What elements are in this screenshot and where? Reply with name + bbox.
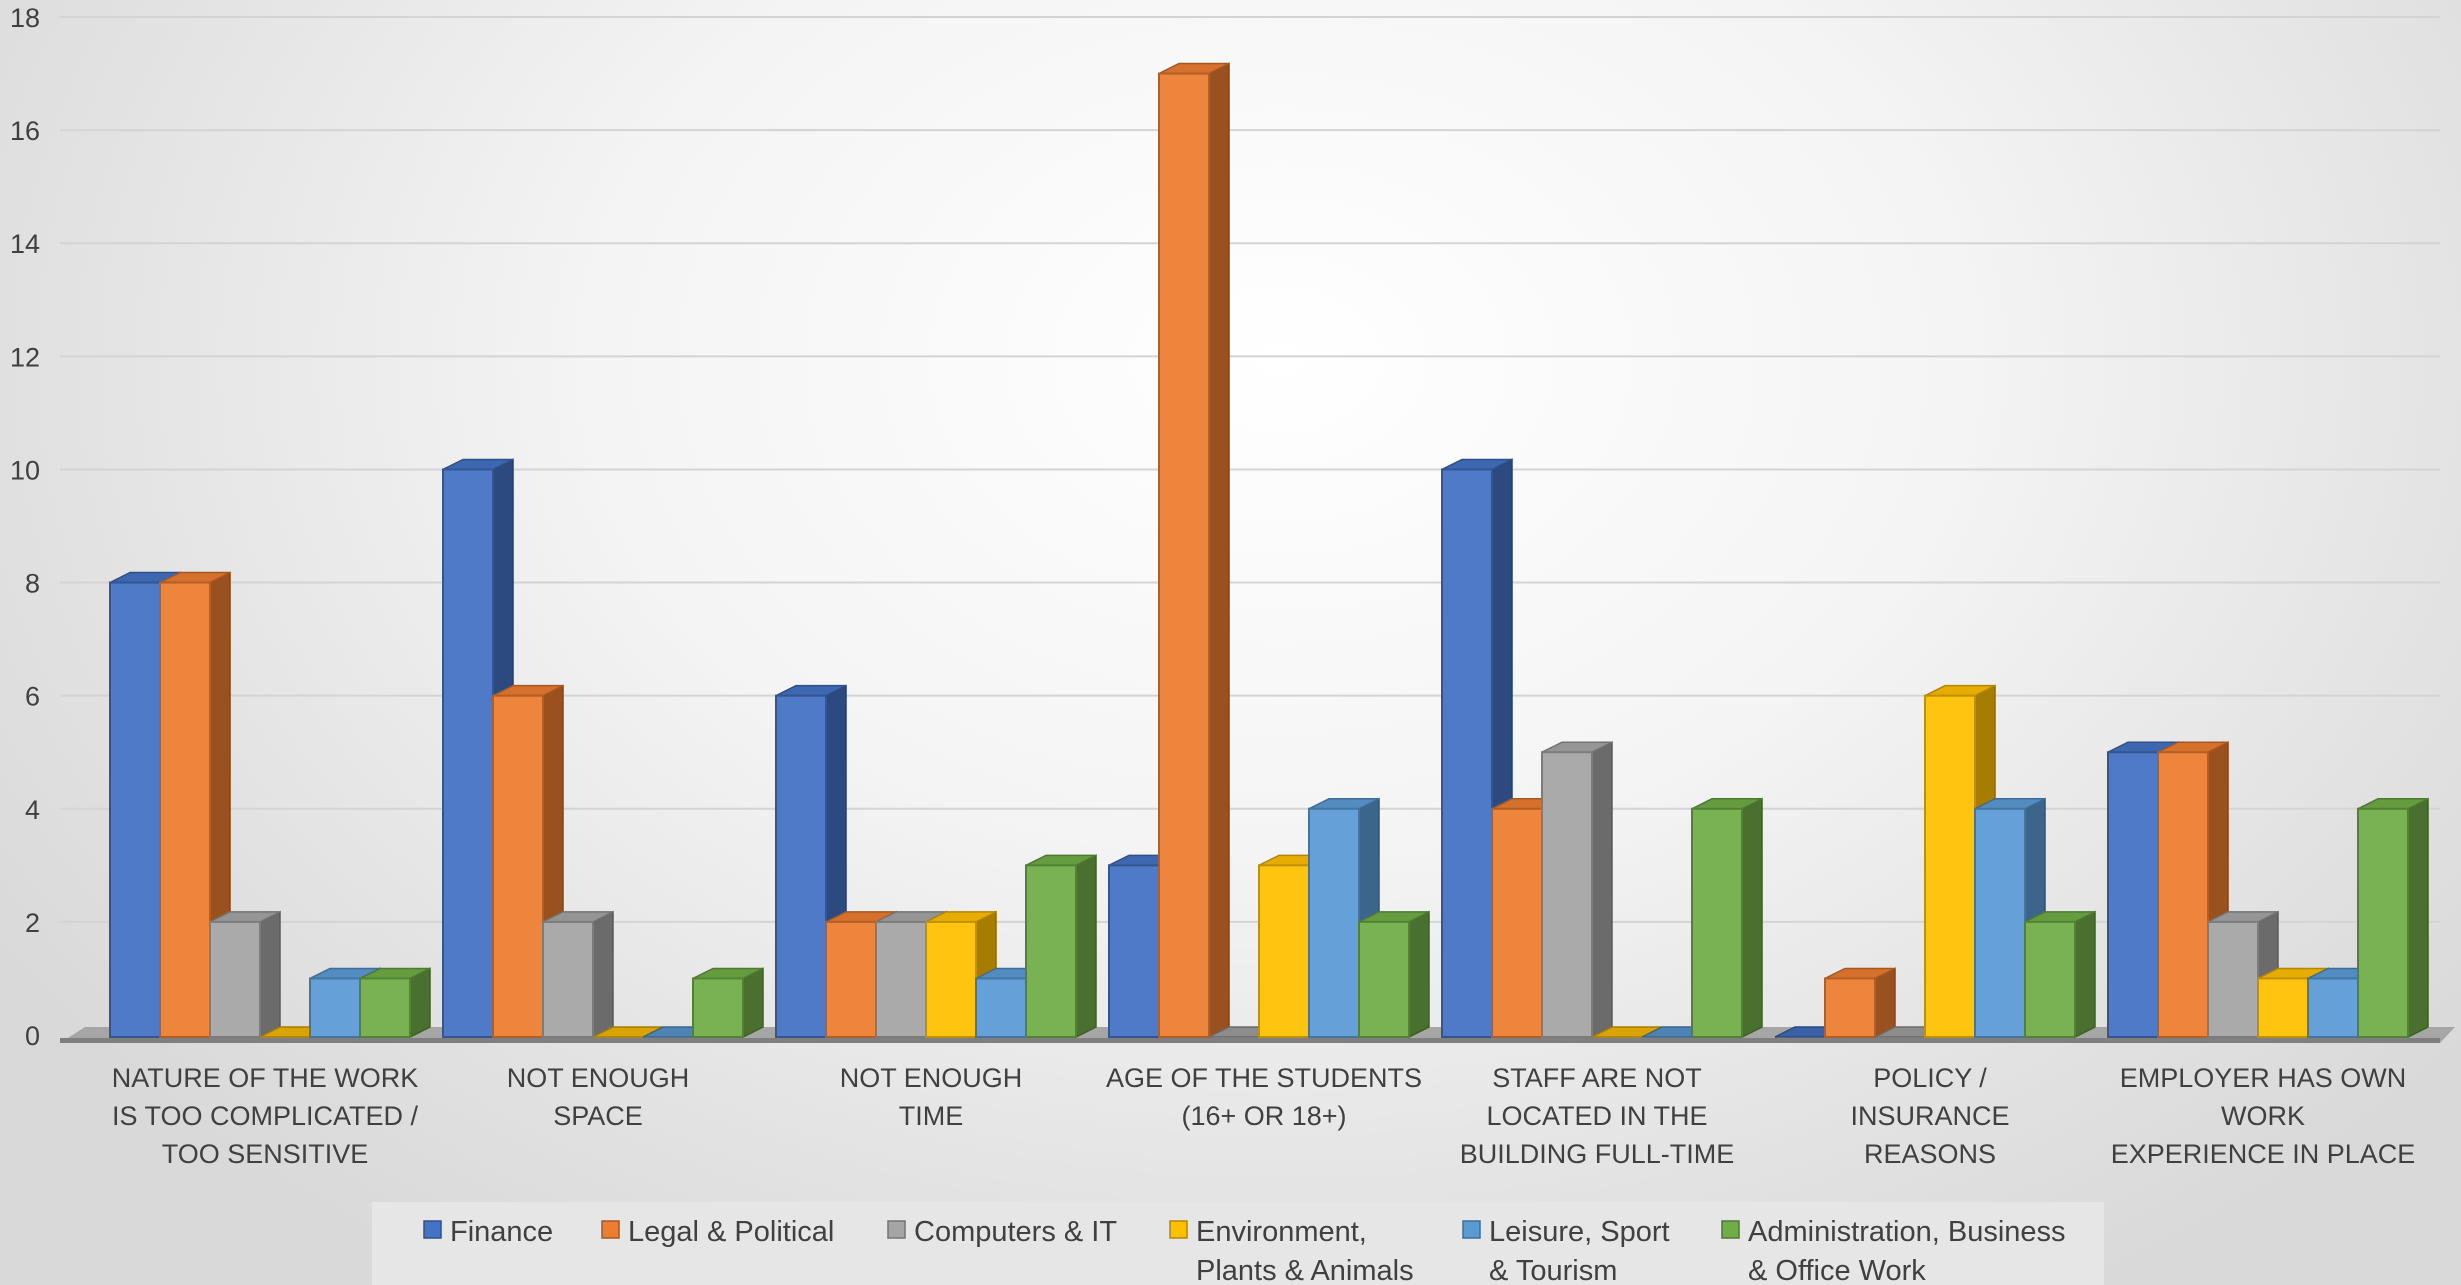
series-environment-plants-animals	[259, 684, 2329, 1039]
x-category-label: NATURE OF THE WORK IS TOO COMPLICATED / TO…	[112, 1063, 419, 1169]
x-category-label: EMPLOYER HAS OWN WORK EXPERIENCE IN PLACE	[2111, 1063, 2416, 1169]
series-finance	[109, 458, 2179, 1039]
legend-item: Legal & Political	[601, 1216, 834, 1248]
legend-swatch	[1169, 1220, 1188, 1239]
bar	[1158, 62, 1230, 1039]
x-category-label-line: SPACE	[553, 1101, 643, 1131]
x-category-label-line: STAFF ARE NOT	[1492, 1063, 1702, 1093]
bar	[359, 967, 431, 1039]
x-category-label-line: LOCATED IN THE	[1486, 1101, 1707, 1131]
x-category-label: STAFF ARE NOT LOCATED IN THE BUILDING FULL…	[1460, 1063, 1735, 1169]
x-category-label: NOT ENOUGH TIME	[840, 1063, 1023, 1131]
y-tick-label: 4	[25, 795, 40, 825]
legend-item: Computers & IT	[887, 1216, 1117, 1248]
legend-background	[372, 1202, 2104, 1285]
series-leisure-sport-tourism	[309, 797, 2379, 1039]
y-tick-label: 6	[25, 682, 40, 712]
legend-label: Finance	[450, 1216, 553, 1248]
y-tick-label: 2	[25, 908, 40, 938]
x-category-label: POLICY / INSURANCE REASONS	[1850, 1063, 2009, 1169]
y-tick-label: 16	[10, 116, 40, 146]
legend-label: Environment, Plants & Animals	[1196, 1216, 1414, 1285]
legend-label: Legal & Political	[628, 1216, 834, 1248]
x-category-label-line: BUILDING FULL-TIME	[1460, 1139, 1735, 1169]
y-tick-label: 14	[10, 229, 40, 259]
legend-label: Computers & IT	[914, 1216, 1117, 1248]
bar	[209, 910, 281, 1039]
legend-label-line: Administration, Business	[1748, 1216, 2066, 1248]
bar	[692, 967, 764, 1039]
y-tick-label: 8	[25, 569, 40, 599]
floor-edge	[60, 1038, 2440, 1043]
x-category-label-line: EXPERIENCE IN PLACE	[2111, 1139, 2416, 1169]
bar	[1541, 741, 1613, 1039]
legend-swatch	[423, 1220, 442, 1239]
bar	[542, 910, 614, 1039]
x-category-label-line: TOO SENSITIVE	[162, 1139, 369, 1169]
legend-label-line: Plants & Animals	[1196, 1255, 1414, 1285]
legend-label-line: & Tourism	[1489, 1255, 1617, 1285]
legend-label: Leisure, Sport & Tourism	[1489, 1216, 1670, 1285]
bar	[775, 684, 847, 1039]
x-category-label-line: WORK	[2221, 1101, 2305, 1131]
x-category-label-line: EMPLOYER HAS OWN	[2120, 1063, 2407, 1093]
legend-label-line: Leisure, Sport	[1489, 1216, 1670, 1248]
x-category-label: AGE OF THE STUDENTS (16+ OR 18+)	[1106, 1063, 1422, 1131]
bars	[109, 62, 2429, 1039]
x-category-label-line: NATURE OF THE WORK	[112, 1063, 419, 1093]
x-category-label-line: REASONS	[1864, 1139, 1996, 1169]
legend-label-line: Finance	[450, 1216, 553, 1248]
y-axis-ticks: 0 2 4 6 8 10 12 14 16 18	[10, 3, 40, 1051]
legend-item: Administration, Business & Office Work	[1721, 1216, 2066, 1285]
legend-label-line: Computers & IT	[914, 1216, 1117, 1248]
legend: Finance Legal & Political Computers & IT En…	[372, 1202, 2104, 1285]
y-tick-label: 18	[10, 3, 40, 33]
y-tick-label: 12	[10, 342, 40, 372]
x-category-label-line: AGE OF THE STUDENTS	[1106, 1063, 1422, 1093]
x-category-label-line: NOT ENOUGH	[840, 1063, 1023, 1093]
x-category-label-line: INSURANCE	[1850, 1101, 2009, 1131]
series-administration-business-office-work	[359, 797, 2429, 1039]
gridlines	[60, 16, 2440, 923]
bar	[1025, 854, 1097, 1039]
bar	[1824, 967, 1896, 1039]
y-tick-label: 10	[10, 455, 40, 485]
bar	[2357, 797, 2429, 1039]
legend-label-line: Environment,	[1196, 1216, 1367, 1248]
bar	[2024, 910, 2096, 1039]
x-category-label-line: IS TOO COMPLICATED /	[112, 1101, 419, 1131]
legend-label-line: Legal & Political	[628, 1216, 834, 1248]
bar	[1691, 797, 1763, 1039]
legend-swatch	[1721, 1220, 1740, 1239]
legend-label-line: & Office Work	[1748, 1255, 1926, 1285]
x-axis-category-labels: NATURE OF THE WORK IS TOO COMPLICATED / TO…	[112, 1063, 2416, 1169]
x-category-label-line: POLICY /	[1873, 1063, 1987, 1093]
legend-item: Finance	[423, 1216, 553, 1248]
legend-swatch	[887, 1220, 906, 1239]
x-category-label-line: NOT ENOUGH	[507, 1063, 690, 1093]
x-category-label: NOT ENOUGH SPACE	[507, 1063, 690, 1131]
bar	[1358, 910, 1430, 1039]
bar	[925, 910, 997, 1039]
x-category-label-line: TIME	[899, 1101, 964, 1131]
legend-swatch	[601, 1220, 620, 1239]
x-category-label-line: (16+ OR 18+)	[1181, 1101, 1346, 1131]
legend-label: Administration, Business & Office Work	[1748, 1216, 2066, 1285]
legend-item: Leisure, Sport & Tourism	[1462, 1216, 1670, 1285]
legend-item: Environment, Plants & Animals	[1169, 1216, 1414, 1285]
legend-swatch	[1462, 1220, 1481, 1239]
y-tick-label: 0	[25, 1021, 40, 1051]
